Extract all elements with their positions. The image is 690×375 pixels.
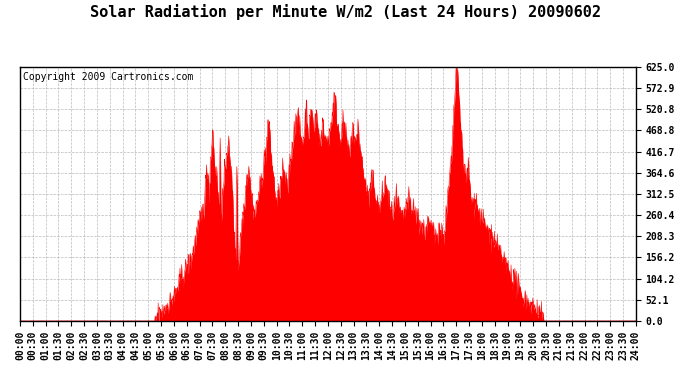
- Text: Solar Radiation per Minute W/m2 (Last 24 Hours) 20090602: Solar Radiation per Minute W/m2 (Last 24…: [90, 4, 600, 20]
- Text: Copyright 2009 Cartronics.com: Copyright 2009 Cartronics.com: [23, 72, 193, 82]
